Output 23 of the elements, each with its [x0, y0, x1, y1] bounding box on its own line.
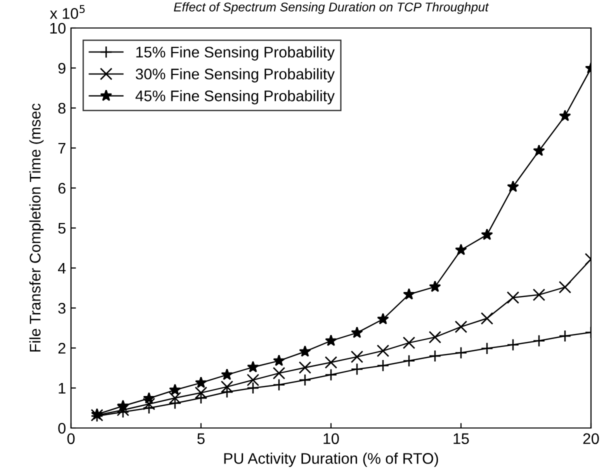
- x-tick-label: 15: [454, 433, 469, 444]
- text: x 10$^{5}$: [50, 5, 85, 19]
- y-axis-title: File Transfer Completion Time (msec: [29, 104, 44, 352]
- x-tick-label: 0: [67, 433, 75, 444]
- y-tick-label: 0: [58, 422, 66, 434]
- x-tick-label: 5: [197, 433, 205, 444]
- y-tick-label: 5: [58, 223, 66, 234]
- legend-label: 15% Fine Sensing Probability: [136, 46, 335, 61]
- y-tick-label: 9: [58, 62, 66, 74]
- y-tick-label: 8: [58, 102, 66, 114]
- legend-label: 30% Fine Sensing Probability: [136, 68, 335, 82]
- legend-label: 45% Fine Sensing Probability: [136, 90, 335, 104]
- y-tick-label: 4: [58, 263, 66, 274]
- x-tick-label: 10: [324, 433, 339, 444]
- chart-title: Effect of Spectrum Sensing Duration on TCP Throughput: [174, 2, 489, 14]
- y-tick-label: 10: [50, 22, 66, 34]
- x-axis-title: PU Activity Duration (% of RTO): [224, 452, 438, 467]
- x-tick-label: 20: [583, 433, 599, 444]
- y-tick-label: 3: [58, 302, 66, 314]
- y-tick-label: 2: [58, 342, 66, 354]
- y-tick-label: 7: [58, 143, 66, 154]
- y-tick-label: 1: [58, 383, 66, 394]
- y-tick-label: 6: [58, 182, 66, 194]
